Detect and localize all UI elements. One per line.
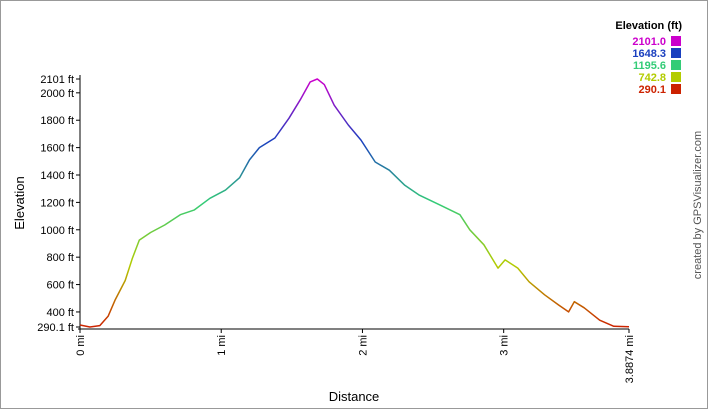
y-tick-label: 1200 ft [40,197,74,209]
legend-swatch [671,84,681,94]
x-axis-label: Distance [329,389,380,404]
y-axis-label: Elevation [12,176,27,229]
x-tick-label: 3 mi [499,335,511,356]
legend-label: 1195.6 [633,60,666,72]
y-tick-label: 290.1 ft [37,322,74,334]
x-tick-label: 3.8874 mi [624,335,636,383]
legend-swatch [671,60,681,70]
x-tick-label: 1 mi [216,335,228,356]
credit: created by GPSVisualizer.com [692,131,704,279]
y-tick-label: 800 ft [46,252,74,264]
y-tick-label: 600 ft [46,280,74,292]
elevation-line [79,78,630,328]
y-tick-label: 400 ft [46,307,74,319]
x-tick-label: 2 mi [357,335,369,356]
legend-label: 742.8 [638,72,666,84]
y-tick-label: 1000 ft [40,225,74,237]
y-tick-label: 1800 ft [40,115,74,127]
legend-swatch [671,48,681,58]
y-tick-label: 1600 ft [40,143,74,155]
legend-label: 290.1 [638,84,666,96]
legend-label: 1648.3 [632,48,666,60]
y-tick-label: 2000 ft [40,88,74,100]
legend-swatch [671,36,681,46]
legend-label: 2101.0 [632,36,666,48]
legend-swatch [671,72,681,82]
legend-title: Elevation (ft) [615,20,682,32]
y-tick-label: 2101 ft [40,74,74,86]
x-tick-label: 0 mi [75,335,87,356]
y-tick-label: 1400 ft [40,170,74,182]
